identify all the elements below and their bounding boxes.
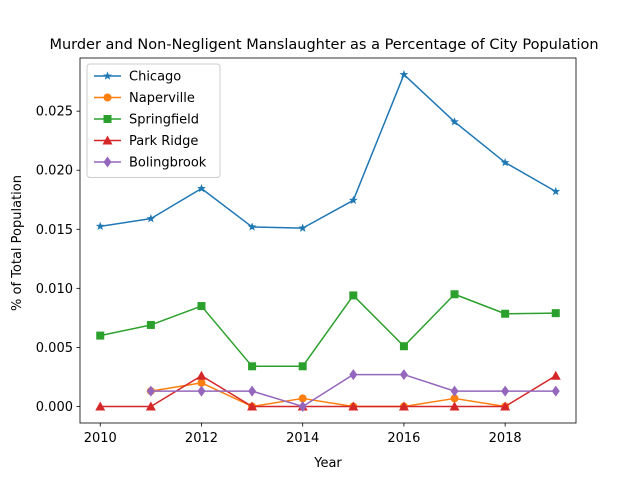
data-point-chicago <box>551 186 561 196</box>
data-point-springfield <box>399 342 408 351</box>
legend-marker-chicago <box>103 71 112 80</box>
x-tick-label: 2018 <box>489 431 522 446</box>
legend-marker-bolingbrook <box>103 156 112 168</box>
chart-title: Murder and Non-Negligent Manslaughter as… <box>49 37 598 53</box>
data-point-springfield <box>551 309 560 318</box>
y-tick-label: 0.015 <box>36 223 73 238</box>
legend: Chicago Naperville Springfield Park Ridge Bo… <box>86 63 221 178</box>
data-point-park-ridge <box>196 370 207 380</box>
x-tick-label: 2014 <box>286 431 319 446</box>
legend-marker-park-ridge <box>102 135 113 145</box>
data-point-bolingbrook <box>298 400 307 412</box>
legend-label-springfield: Springfield <box>129 113 199 128</box>
legend-marker-springfield <box>103 115 112 123</box>
data-point-chicago <box>500 157 510 167</box>
data-point-bolingbrook <box>349 369 358 381</box>
legend-label-chicago: Chicago <box>129 70 181 85</box>
data-point-bolingbrook <box>501 385 510 397</box>
data-point-park-ridge <box>247 401 258 411</box>
legend-label-bolingbrook: Bolingbrook <box>129 156 207 171</box>
data-point-bolingbrook <box>399 369 408 381</box>
data-point-chicago <box>298 223 308 232</box>
plot-frame <box>79 57 577 424</box>
data-point-chicago <box>348 195 358 205</box>
data-point-springfield <box>197 302 206 311</box>
data-point-park-ridge <box>398 401 409 411</box>
data-point-park-ridge <box>95 401 106 411</box>
data-point-springfield <box>450 290 459 299</box>
data-point-springfield <box>248 362 257 371</box>
data-point-springfield <box>298 362 307 371</box>
data-point-bolingbrook <box>551 385 560 397</box>
y-axis-label: % of Total Population <box>10 175 25 311</box>
data-point-chicago <box>399 69 409 79</box>
data-point-naperville <box>450 394 459 403</box>
legend-label-park-ridge: Park Ridge <box>129 134 198 149</box>
data-point-naperville <box>197 378 206 387</box>
data-point-park-ridge <box>348 401 359 411</box>
y-tick-label: 0.000 <box>36 400 73 415</box>
y-tick-label: 0.020 <box>36 164 73 179</box>
data-point-park-ridge <box>550 370 561 380</box>
series-line-chicago <box>100 73 557 229</box>
data-point-bolingbrook <box>450 385 459 397</box>
data-point-bolingbrook <box>197 385 206 397</box>
data-point-springfield <box>146 320 155 329</box>
y-tick-label: 0.010 <box>36 282 73 297</box>
legend-label-naperville: Naperville <box>129 91 195 106</box>
y-tick-label: 0.025 <box>36 105 73 120</box>
data-point-springfield <box>501 309 510 318</box>
data-point-park-ridge <box>449 401 460 411</box>
data-point-bolingbrook <box>248 385 257 397</box>
data-point-naperville <box>298 394 307 403</box>
data-point-chicago <box>247 222 257 231</box>
x-axis-label: Year <box>313 456 342 471</box>
data-point-springfield <box>96 331 105 340</box>
series-line-naperville <box>150 382 506 408</box>
data-point-chicago <box>450 117 459 126</box>
x-tick-label: 2016 <box>387 431 420 446</box>
x-tick-label: 2010 <box>84 431 117 446</box>
data-point-park-ridge <box>145 401 156 411</box>
data-point-park-ridge <box>500 401 511 411</box>
series-line-springfield <box>100 293 556 368</box>
data-point-chicago <box>95 221 105 231</box>
legend-box <box>86 63 221 178</box>
legend-marker-naperville <box>103 93 112 102</box>
data-point-chicago <box>146 214 156 223</box>
data-point-chicago <box>197 183 206 193</box>
data-point-bolingbrook <box>146 385 155 397</box>
y-tick-label: 0.005 <box>36 341 73 356</box>
data-point-springfield <box>349 291 358 300</box>
plot-area: 2010 2012 2014 2016 2018 0.000 0.005 0.010 0.015… <box>36 57 577 446</box>
x-tick-label: 2012 <box>185 431 218 446</box>
